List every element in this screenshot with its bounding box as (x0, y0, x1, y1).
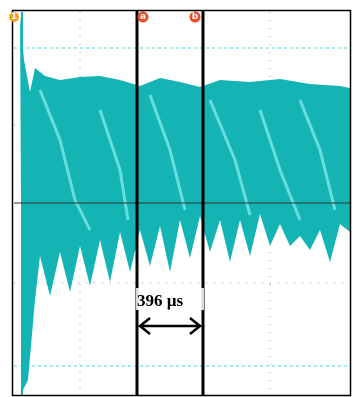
measurement-label: 396 µs (137, 291, 184, 310)
channel-marker-label: 1 (11, 12, 17, 22)
cursor-label: b (192, 12, 199, 22)
cursor-label: a (140, 12, 146, 22)
scope-screen: 1 a b 396 µs (0, 0, 353, 397)
